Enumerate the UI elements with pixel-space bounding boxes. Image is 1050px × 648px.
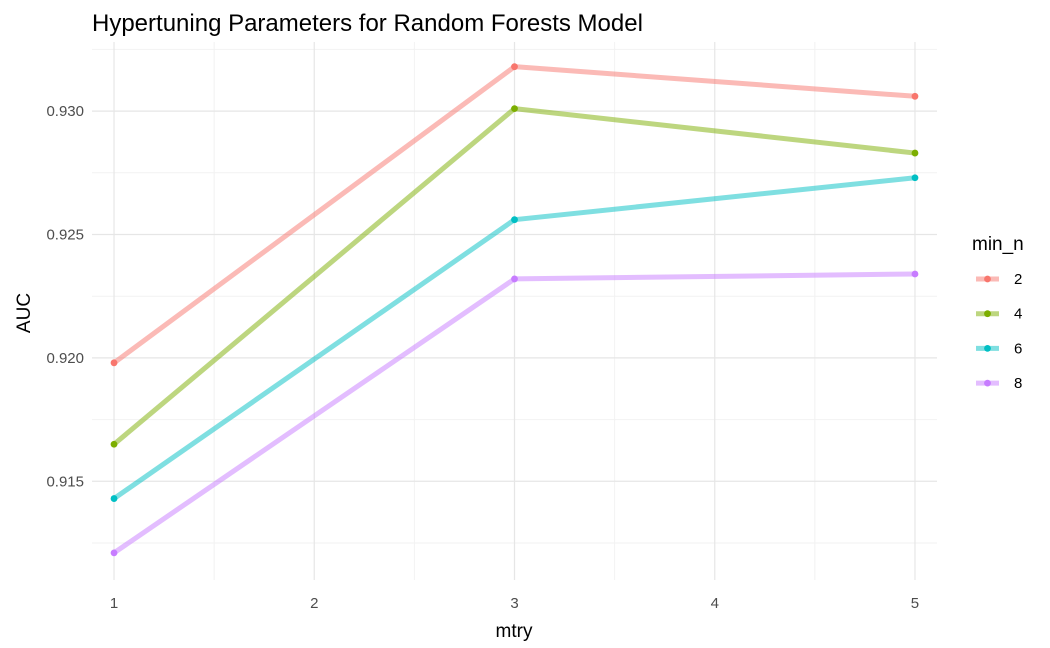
legend-item: 4 [976,306,1022,323]
legend-item: 2 [976,271,1022,288]
series-layer [110,63,919,557]
legend-point-key [984,310,991,318]
x-tick-label: 3 [510,595,518,612]
data-point [911,174,919,182]
y-tick-label: 0.915 [46,473,84,490]
x-tick-label: 1 [110,595,118,612]
y-axis-title: AUC [14,293,35,333]
data-point [511,63,518,71]
x-axis-title: mtry [496,621,533,642]
data-point [511,275,518,283]
y-tick-label: 0.925 [46,226,84,243]
data-point [110,440,118,448]
x-tick-label: 5 [911,595,919,612]
legend-item: 8 [976,375,1022,392]
legend-label: 4 [1014,306,1022,323]
legend-item: 6 [976,340,1022,357]
series-6 [110,174,919,502]
x-tick-label: 2 [310,595,318,612]
data-point [110,549,118,557]
y-tick-label: 0.920 [46,350,84,367]
x-tick-label: 4 [711,595,719,612]
data-point [911,270,919,278]
series-2 [110,63,919,367]
legend-title: min_n [972,234,1024,255]
grid [92,42,937,580]
data-point [110,359,118,367]
y-tick-label: 0.930 [46,103,84,120]
legend: min_n 2 4 6 8 [972,234,1024,392]
legend-label: 6 [1014,340,1022,357]
data-point [511,105,518,113]
legend-point-key [984,345,991,352]
legend-point-key [984,275,991,283]
series-4 [110,105,919,448]
legend-label: 2 [1014,271,1022,288]
series-8 [110,270,919,557]
legend-label: 8 [1014,375,1022,392]
data-point [110,495,118,502]
data-point [911,92,919,100]
chart-title: Hypertuning Parameters for Random Forest… [92,10,643,37]
y-axis-ticks: 0.915 0.920 0.925 0.930 [46,103,84,490]
x-axis-ticks: 1 2 3 4 5 [110,595,919,612]
data-point [911,149,919,157]
data-point [511,216,518,224]
legend-point-key [984,379,991,387]
